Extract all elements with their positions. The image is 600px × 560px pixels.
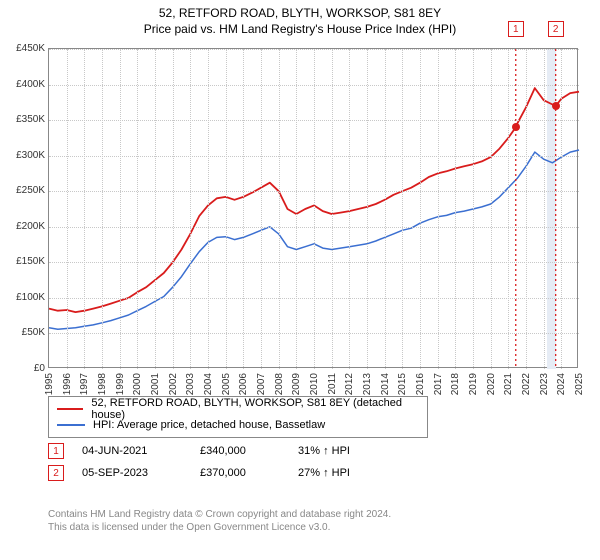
x-tick-label: 2015 — [397, 373, 408, 395]
x-tick-label: 2021 — [503, 373, 514, 395]
grid-line-v — [385, 49, 386, 369]
footer-line-1: Contains HM Land Registry data © Crown c… — [48, 508, 391, 521]
marker-badge-1: 1 — [508, 21, 524, 37]
marker-table-pct: 27% ↑ HPI — [298, 467, 378, 479]
marker-table-pct: 31% ↑ HPI — [298, 445, 378, 457]
x-tick-label: 1999 — [115, 373, 126, 395]
grid-line-v — [491, 49, 492, 369]
marker-table-row: 2 05-SEP-2023 £370,000 27% ↑ HPI — [48, 462, 378, 484]
y-tick-label: £300K — [3, 150, 45, 161]
grid-line-v — [261, 49, 262, 369]
marker-badge-2: 2 — [548, 21, 564, 37]
y-tick-label: £250K — [3, 185, 45, 196]
legend-swatch — [57, 424, 85, 426]
x-tick-label: 2005 — [221, 373, 232, 395]
marker-table-row: 1 04-JUN-2021 £340,000 31% ↑ HPI — [48, 440, 378, 462]
x-tick-label: 2017 — [433, 373, 444, 395]
chart-footer: Contains HM Land Registry data © Crown c… — [48, 508, 391, 534]
x-tick-label: 1997 — [79, 373, 90, 395]
marker-table: 1 04-JUN-2021 £340,000 31% ↑ HPI 2 05-SEP-202… — [48, 440, 378, 484]
x-tick-label: 1998 — [97, 373, 108, 395]
grid-line-v — [332, 49, 333, 369]
chart-title: 52, RETFORD ROAD, BLYTH, WORKSOP, S81 8E… — [0, 0, 600, 20]
chart-container: 52, RETFORD ROAD, BLYTH, WORKSOP, S81 8E… — [0, 0, 600, 560]
chart-legend: 52, RETFORD ROAD, BLYTH, WORKSOP, S81 8E… — [48, 396, 428, 438]
legend-swatch — [57, 408, 83, 410]
x-tick-label: 2006 — [238, 373, 249, 395]
x-tick-label: 2010 — [309, 373, 320, 395]
marker-table-badge: 1 — [48, 443, 64, 459]
x-tick-label: 2004 — [203, 373, 214, 395]
legend-label: 52, RETFORD ROAD, BLYTH, WORKSOP, S81 8E… — [91, 397, 419, 421]
x-tick-label: 2011 — [327, 373, 338, 395]
grid-line-v — [137, 49, 138, 369]
grid-line-v — [526, 49, 527, 369]
x-tick-label: 2012 — [344, 373, 355, 395]
grid-line-v — [296, 49, 297, 369]
x-tick-label: 2014 — [380, 373, 391, 395]
x-tick-label: 2001 — [150, 373, 161, 395]
x-tick-label: 2002 — [168, 373, 179, 395]
grid-line-v — [243, 49, 244, 369]
grid-line-v — [561, 49, 562, 369]
grid-line-v — [155, 49, 156, 369]
x-tick-label: 2013 — [362, 373, 373, 395]
footer-line-2: This data is licensed under the Open Gov… — [48, 521, 391, 534]
x-tick-label: 2007 — [256, 373, 267, 395]
grid-line-v — [279, 49, 280, 369]
x-tick-label: 2022 — [521, 373, 532, 395]
grid-line-v — [402, 49, 403, 369]
y-tick-label: £100K — [3, 292, 45, 303]
x-tick-label: 2009 — [291, 373, 302, 395]
y-tick-label: £450K — [3, 43, 45, 54]
y-tick-label: £50K — [3, 327, 45, 338]
x-tick-label: 1996 — [62, 373, 73, 395]
grid-line-v — [226, 49, 227, 369]
marker-dot-1 — [512, 123, 520, 131]
grid-line-v — [544, 49, 545, 369]
grid-line-v — [84, 49, 85, 369]
grid-line-v — [508, 49, 509, 369]
y-tick-label: £200K — [3, 221, 45, 232]
x-tick-label: 2008 — [274, 373, 285, 395]
marker-table-price: £370,000 — [200, 467, 280, 479]
x-tick-label: 2016 — [415, 373, 426, 395]
grid-line-v — [473, 49, 474, 369]
y-tick-label: £350K — [3, 114, 45, 125]
grid-line-v — [190, 49, 191, 369]
grid-line-v — [438, 49, 439, 369]
grid-line-v — [67, 49, 68, 369]
grid-line-v — [173, 49, 174, 369]
x-tick-label: 2019 — [468, 373, 479, 395]
marker-table-date: 04-JUN-2021 — [82, 445, 182, 457]
chart-plot-area: £0£50K£100K£150K£200K£250K£300K£350K£400… — [48, 48, 578, 368]
x-tick-label: 2023 — [539, 373, 550, 395]
grid-line-v — [420, 49, 421, 369]
x-tick-label: 1995 — [44, 373, 55, 395]
marker-table-date: 05-SEP-2023 — [82, 467, 182, 479]
x-tick-label: 2025 — [574, 373, 585, 395]
grid-line-v — [367, 49, 368, 369]
x-tick-label: 2000 — [132, 373, 143, 395]
y-tick-label: £150K — [3, 256, 45, 267]
legend-row: 52, RETFORD ROAD, BLYTH, WORKSOP, S81 8E… — [57, 401, 419, 417]
grid-line-v — [102, 49, 103, 369]
grid-line-v — [455, 49, 456, 369]
x-tick-label: 2020 — [486, 373, 497, 395]
legend-label: HPI: Average price, detached house, Bass… — [93, 419, 325, 431]
grid-line-v — [314, 49, 315, 369]
y-tick-label: £0 — [3, 363, 45, 374]
grid-line-v — [208, 49, 209, 369]
x-tick-label: 2018 — [450, 373, 461, 395]
grid-line-v — [349, 49, 350, 369]
marker-dot-2 — [552, 102, 560, 110]
grid-line-v — [120, 49, 121, 369]
marker-table-badge: 2 — [48, 465, 64, 481]
marker-table-price: £340,000 — [200, 445, 280, 457]
x-tick-label: 2024 — [556, 373, 567, 395]
y-tick-label: £400K — [3, 79, 45, 90]
x-tick-label: 2003 — [185, 373, 196, 395]
